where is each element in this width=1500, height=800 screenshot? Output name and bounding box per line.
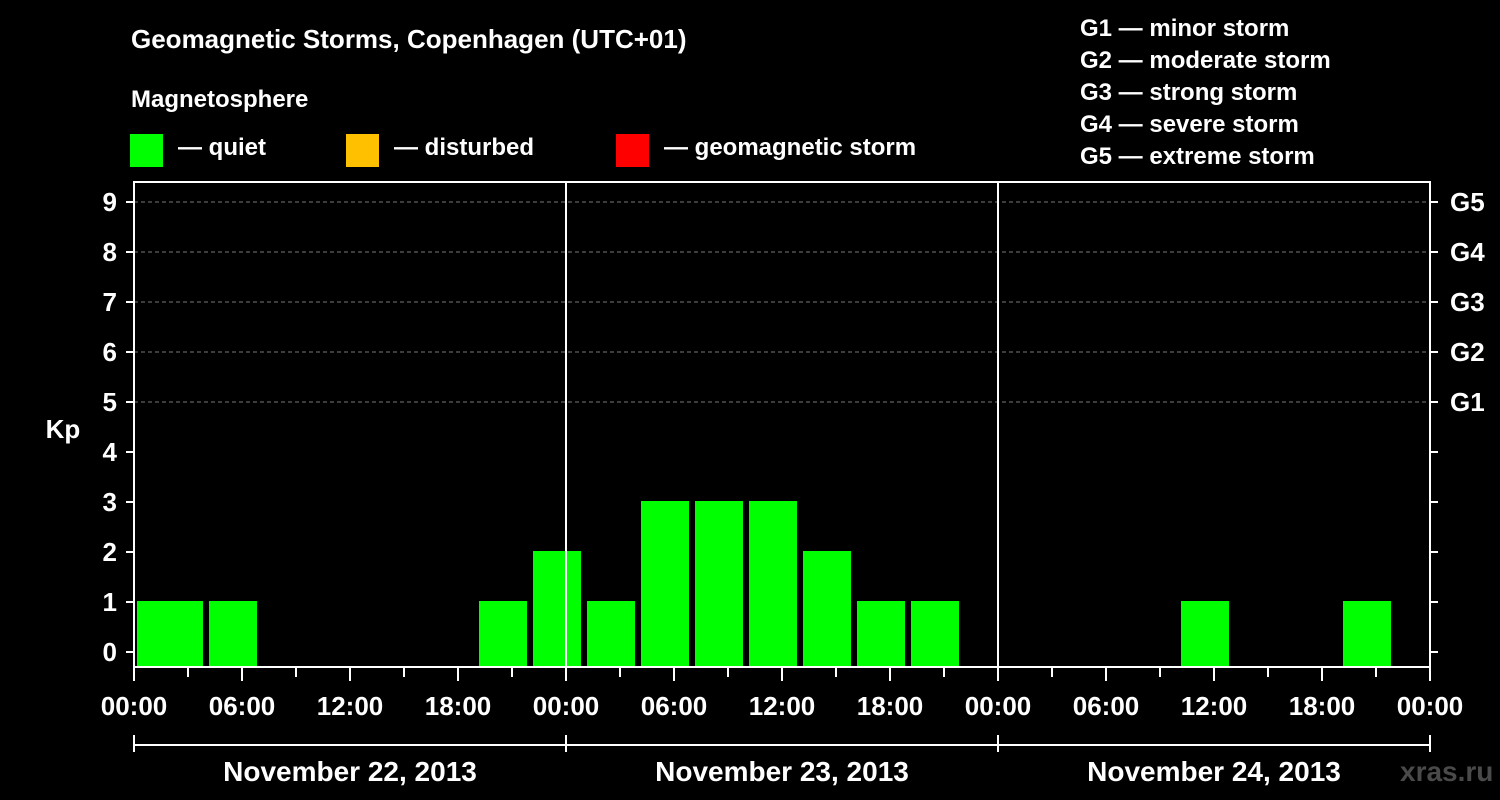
day-label: November 23, 2013 — [655, 756, 909, 787]
x-tick-label: 18:00 — [1289, 691, 1356, 721]
x-tick-label: 06:00 — [1073, 691, 1140, 721]
storm-level-g5: G5 — extreme storm — [1080, 143, 1315, 170]
kp-bar — [479, 601, 527, 667]
storm-level-g3: G3 — strong storm — [1080, 79, 1298, 106]
legend-swatch-storm — [616, 134, 649, 167]
x-tick-label: 18:00 — [857, 691, 924, 721]
y-tick-label: 5 — [103, 387, 117, 417]
y-tick-label: 0 — [103, 637, 117, 667]
kp-bar — [1181, 601, 1229, 667]
kp-bar — [803, 551, 851, 667]
y-axis-label: Kp — [46, 414, 81, 444]
y-tick-label: 2 — [103, 537, 117, 567]
x-tick-label: 00:00 — [1397, 691, 1464, 721]
x-tick-label: 06:00 — [209, 691, 276, 721]
right-axis-label-g2: G2 — [1450, 337, 1485, 367]
legend-label-quiet: — quiet — [178, 134, 266, 161]
x-tick-label: 06:00 — [641, 691, 708, 721]
magnetosphere-heading: Magnetosphere — [131, 86, 309, 113]
storm-level-g1: G1 — minor storm — [1080, 15, 1290, 42]
legend-swatch-disturbed — [346, 134, 379, 167]
kp-bar — [209, 601, 257, 667]
y-tick-label: 9 — [103, 187, 117, 217]
x-tick-label: 18:00 — [425, 691, 492, 721]
kp-bar — [587, 601, 635, 667]
day-label: November 24, 2013 — [1087, 756, 1341, 787]
kp-bar — [533, 551, 581, 667]
right-axis-label-g3: G3 — [1450, 287, 1485, 317]
storm-level-g2: G2 — moderate storm — [1080, 47, 1331, 74]
right-axis-label-g4: G4 — [1450, 237, 1485, 267]
x-tick-label: 00:00 — [965, 691, 1032, 721]
right-axis-label-g1: G1 — [1450, 387, 1485, 417]
watermark: xras.ru — [1400, 756, 1494, 787]
chart-title: Geomagnetic Storms, Copenhagen (UTC+01) — [131, 24, 687, 54]
y-tick-label: 8 — [103, 237, 117, 267]
day-label: November 22, 2013 — [223, 756, 477, 787]
kp-bar — [1343, 601, 1391, 667]
x-tick-label: 00:00 — [533, 691, 600, 721]
x-tick-label: 12:00 — [317, 691, 384, 721]
kp-bar — [155, 601, 203, 667]
kp-bar — [641, 501, 689, 667]
storm-level-g4: G4 — severe storm — [1080, 111, 1299, 138]
kp-bar — [911, 601, 959, 667]
y-tick-label: 1 — [103, 587, 117, 617]
kp-bar — [857, 601, 905, 667]
legend-label-storm: — geomagnetic storm — [664, 134, 917, 161]
kp-bar — [749, 501, 797, 667]
y-tick-label: 6 — [103, 337, 117, 367]
x-tick-label: 00:00 — [101, 691, 168, 721]
legend-swatch-quiet — [130, 134, 163, 167]
x-tick-label: 12:00 — [1181, 691, 1248, 721]
y-tick-label: 7 — [103, 287, 117, 317]
kp-bar — [695, 501, 743, 667]
legend-label-disturbed: — disturbed — [394, 134, 535, 161]
x-tick-label: 12:00 — [749, 691, 816, 721]
y-tick-label: 4 — [103, 437, 118, 467]
right-axis-label-g5: G5 — [1450, 187, 1485, 217]
y-tick-label: 3 — [103, 487, 117, 517]
